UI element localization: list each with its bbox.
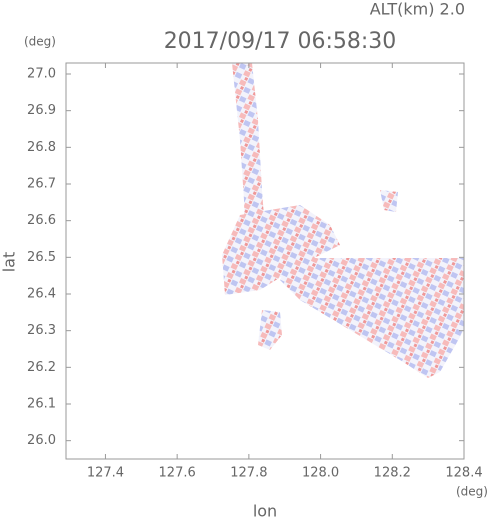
y-axis-label: lat — [0, 252, 19, 273]
y-unit: (deg) — [24, 35, 56, 49]
plot-frame — [65, 62, 465, 460]
x-tick-label: 127.4 — [87, 466, 124, 481]
y-tick-label: 26.5 — [27, 250, 56, 265]
chart-title: 2017/09/17 06:58:30 — [164, 29, 397, 54]
y-tick-label: 27.0 — [27, 67, 56, 82]
radar-echo — [222, 63, 464, 378]
x-axis-label: lon — [253, 502, 277, 521]
y-tick-label: 26.7 — [27, 177, 56, 192]
x-tick-label: 128.0 — [302, 466, 339, 481]
y-tick-label: 26.2 — [27, 360, 56, 375]
x-unit: (deg) — [456, 485, 488, 499]
y-tick-label: 26.9 — [27, 103, 56, 118]
y-tick-label: 26.4 — [27, 287, 56, 302]
y-tick-label: 26.8 — [27, 140, 56, 155]
y-tick-label: 26.1 — [27, 397, 56, 412]
x-tick-label: 127.8 — [230, 466, 267, 481]
y-tick-label: 26.0 — [27, 433, 56, 448]
x-tick-label: 127.6 — [159, 466, 196, 481]
y-tick-label: 26.3 — [27, 323, 56, 338]
x-tick-label: 128.4 — [445, 466, 482, 481]
y-tick-label: 26.6 — [27, 213, 56, 228]
altitude-label: ALT(km) 2.0 — [370, 0, 465, 19]
x-tick-label: 128.2 — [374, 466, 411, 481]
